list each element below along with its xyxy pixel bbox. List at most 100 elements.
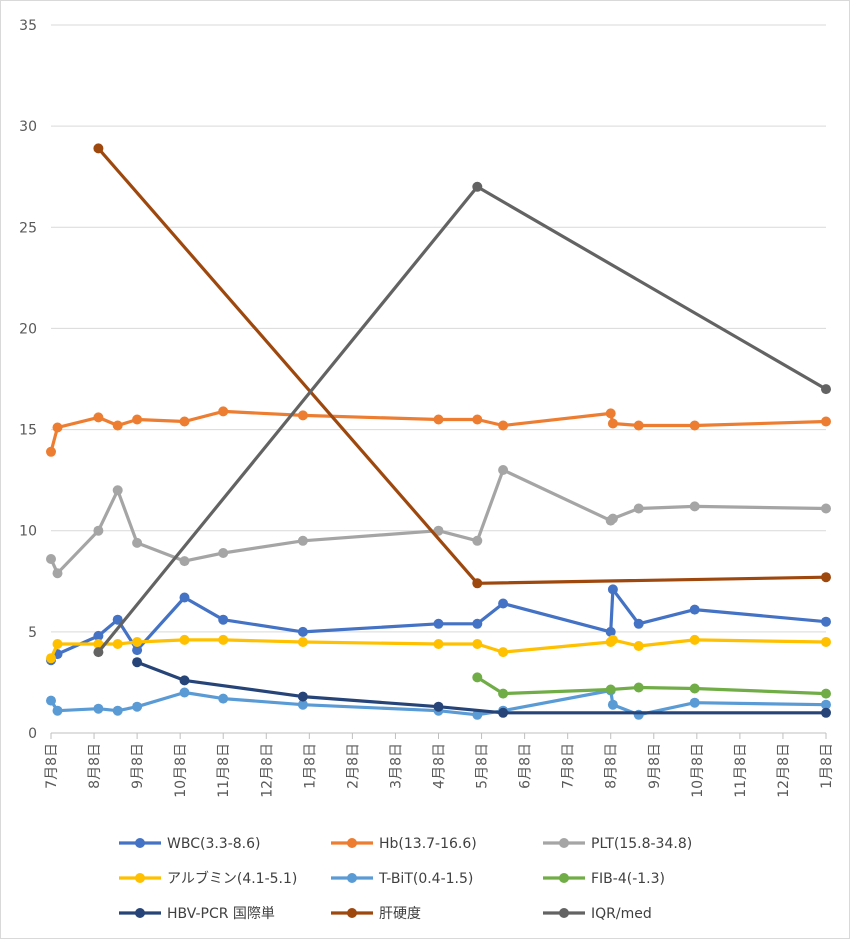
data-point — [179, 687, 190, 698]
series-3 — [46, 634, 831, 664]
data-point — [607, 634, 618, 645]
series-line — [475, 675, 828, 696]
data-point — [633, 503, 644, 514]
legend-swatch-marker — [559, 838, 569, 848]
data-point — [821, 416, 831, 427]
data-point — [179, 416, 190, 427]
series-line — [135, 660, 828, 715]
legend: WBC(3.3-8.6) Hb(13.7-16.6) PLT(15.8-34.8) ア… — [119, 836, 692, 922]
data-point — [821, 572, 831, 583]
data-point — [112, 705, 123, 716]
data-point — [132, 645, 143, 656]
data-point — [605, 684, 616, 695]
series-line — [49, 587, 828, 662]
legend-entry: HBV-PCR 国際単 — [119, 906, 275, 922]
series-line — [49, 409, 828, 454]
data-point — [633, 618, 644, 629]
x-tick-label: 7月8日 — [561, 743, 577, 789]
series-layer — [46, 143, 831, 720]
legend-entry: FIB-4(-1.3) — [543, 871, 665, 887]
x-tick-label: 1月8日 — [302, 743, 318, 789]
data-point — [179, 556, 190, 567]
data-point — [605, 626, 616, 637]
x-tick-label: 11月8日 — [216, 743, 232, 798]
legend-label: 肝硬度 — [379, 906, 421, 922]
legend-entry: T-BiT(0.4-1.5) — [331, 871, 473, 887]
series-5 — [472, 672, 831, 699]
y-tick-label: 25 — [19, 220, 37, 236]
legend-label: Hb(13.7-16.6) — [379, 836, 477, 852]
legend-entry: 肝硬度 — [331, 906, 421, 922]
data-point — [821, 688, 831, 699]
data-point — [297, 637, 308, 647]
data-point — [218, 634, 229, 645]
axis-layer: 0 5 10 15 20 25 30 35 7月8日 8月8日 9月8日 10月8日 11月8日 12月8… — [19, 18, 835, 798]
data-point — [633, 682, 644, 693]
y-tick-label: 5 — [28, 625, 37, 641]
legend-swatch-marker — [135, 908, 145, 918]
x-tick-label: 7月8日 — [44, 743, 60, 789]
series-line — [49, 688, 828, 717]
legend-swatch-marker — [559, 873, 569, 883]
legend-swatch-marker — [347, 908, 357, 918]
data-point — [112, 614, 123, 625]
data-point — [472, 639, 483, 649]
legend-entry: PLT(15.8-34.8) — [543, 836, 692, 852]
legend-swatch-marker — [347, 838, 357, 848]
x-tick-label: 6月8日 — [518, 743, 534, 789]
data-point — [93, 630, 104, 641]
grid-layer — [51, 24, 826, 633]
legend-swatch-marker — [559, 908, 569, 918]
data-point — [93, 525, 104, 536]
data-point — [433, 639, 444, 649]
data-point — [179, 592, 190, 603]
legend-entry: アルブミン(4.1-5.1) — [119, 870, 297, 887]
data-point — [607, 699, 618, 710]
series-0 — [46, 584, 831, 666]
data-point — [607, 418, 618, 429]
data-point — [821, 699, 831, 710]
y-tick-label: 10 — [19, 524, 37, 540]
data-point — [46, 446, 56, 457]
data-point — [821, 707, 831, 718]
y-tick-label: 35 — [19, 18, 37, 34]
data-point — [633, 420, 644, 431]
data-point — [132, 414, 143, 425]
data-point — [297, 410, 308, 421]
data-point — [218, 548, 229, 558]
legend-swatch-marker — [135, 838, 145, 848]
data-point — [297, 626, 308, 637]
data-point — [52, 422, 63, 433]
data-point — [689, 634, 700, 645]
series-1 — [46, 406, 831, 457]
legend-label: HBV-PCR 国際単 — [167, 906, 275, 922]
data-point — [433, 618, 444, 629]
data-point — [821, 384, 831, 395]
legend-entry: WBC(3.3-8.6) — [119, 836, 260, 852]
legend-label: WBC(3.3-8.6) — [167, 836, 260, 852]
data-point — [472, 181, 483, 192]
data-point — [433, 414, 444, 425]
series-8 — [93, 181, 831, 658]
data-point — [472, 618, 483, 629]
data-point — [689, 697, 700, 708]
data-point — [93, 412, 104, 423]
data-point — [179, 634, 190, 645]
data-point — [689, 604, 700, 615]
data-point — [821, 637, 831, 647]
legend-label: アルブミン(4.1-5.1) — [167, 870, 297, 887]
series-7 — [93, 143, 831, 589]
data-point — [52, 639, 63, 649]
data-point — [605, 408, 616, 419]
data-point — [218, 693, 229, 704]
data-point — [433, 701, 444, 712]
data-point — [821, 503, 831, 514]
data-point — [179, 675, 190, 686]
y-tick-label: 30 — [19, 119, 37, 135]
data-point — [633, 641, 644, 651]
y-tick-label: 20 — [19, 321, 37, 337]
series-line — [49, 468, 828, 575]
data-point — [112, 485, 123, 496]
